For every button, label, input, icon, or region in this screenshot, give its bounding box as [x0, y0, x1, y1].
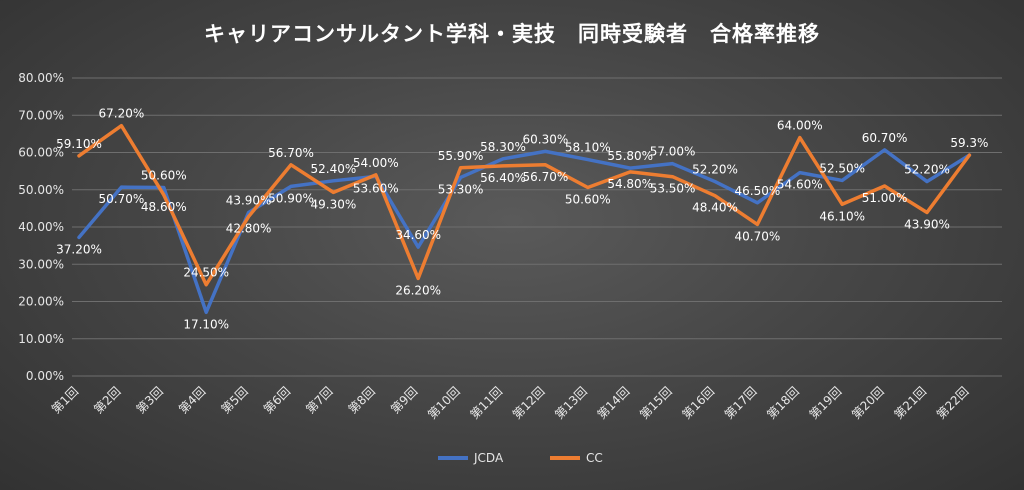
- y-tick-label: 60.00%: [18, 146, 64, 160]
- x-tick-label: 第11回: [467, 384, 505, 422]
- series-line-jcda: [77, 148, 972, 315]
- data-label: 60.30%: [523, 132, 569, 146]
- y-tick-label: 0.00%: [26, 369, 64, 383]
- data-label: 48.60%: [141, 200, 187, 214]
- x-tick-label: 第1回: [49, 384, 81, 416]
- data-label: 60.70%: [862, 131, 908, 145]
- data-label: 48.40%: [692, 201, 738, 215]
- data-label: 54.00%: [353, 156, 399, 170]
- data-label: 56.40%: [480, 171, 526, 185]
- x-tick-label: 第7回: [303, 384, 335, 416]
- data-label: 59.10%: [56, 137, 102, 151]
- data-label: 46.10%: [819, 209, 865, 223]
- data-label: 37.20%: [56, 242, 102, 256]
- x-tick-label: 第2回: [91, 384, 123, 416]
- data-label: 24.50%: [183, 266, 229, 280]
- y-tick-label: 40.00%: [18, 220, 64, 234]
- data-label: 52.20%: [904, 163, 950, 177]
- x-tick-label: 第12回: [510, 384, 548, 422]
- data-label: 34.60%: [395, 228, 441, 242]
- data-label: 43.90%: [904, 217, 950, 231]
- x-tick-label: 第16回: [679, 384, 717, 422]
- data-label: 67.20%: [99, 107, 145, 121]
- data-label: 52.40%: [311, 162, 357, 176]
- data-label: 56.70%: [268, 146, 314, 160]
- data-label: 50.90%: [268, 191, 314, 205]
- data-label: 54.80%: [607, 177, 653, 191]
- data-label: 56.70%: [523, 170, 569, 184]
- x-tick-label: 第10回: [425, 384, 463, 422]
- data-label: 49.30%: [311, 197, 357, 211]
- data-label: 17.10%: [183, 317, 229, 331]
- data-label: 54.60%: [777, 178, 823, 192]
- x-tick-label: 第9回: [388, 384, 420, 416]
- data-label: 53.60%: [353, 181, 399, 195]
- x-tick-label: 第3回: [134, 384, 166, 416]
- y-tick-label: 20.00%: [18, 295, 64, 309]
- series-line-cc: [77, 123, 972, 287]
- data-label: 52.20%: [692, 163, 738, 177]
- y-tick-label: 70.00%: [18, 108, 64, 122]
- x-tick-label: 第13回: [552, 384, 590, 422]
- data-label: 59.3%: [950, 136, 988, 150]
- legend-label: CC: [586, 451, 603, 465]
- data-label: 58.10%: [565, 141, 611, 155]
- data-label: 64.00%: [777, 119, 823, 133]
- x-tick-label: 第14回: [595, 384, 633, 422]
- x-tick-label: 第4回: [176, 384, 208, 416]
- data-label: 40.70%: [735, 229, 781, 243]
- x-tick-label: 第21回: [891, 384, 929, 422]
- data-label: 55.90%: [438, 149, 484, 163]
- data-label: 53.30%: [438, 182, 484, 196]
- data-label: 50.60%: [565, 193, 611, 207]
- data-label: 53.50%: [650, 182, 696, 196]
- y-tick-label: 10.00%: [18, 332, 64, 346]
- data-label: 43.90%: [226, 193, 272, 207]
- data-label: 57.00%: [650, 145, 696, 159]
- x-tick-label: 第6回: [261, 384, 293, 416]
- x-tick-label: 第19回: [807, 384, 845, 422]
- x-tick-label: 第22回: [934, 384, 972, 422]
- data-label: 42.80%: [226, 222, 272, 236]
- data-label: 51.00%: [862, 191, 908, 205]
- data-label: 26.20%: [395, 283, 441, 297]
- x-tick-label: 第8回: [346, 384, 378, 416]
- chart-title: キャリアコンサルタント学科・実技 同時受験者 合格率推移: [204, 22, 820, 46]
- x-tick-label: 第15回: [637, 384, 675, 422]
- x-tick-label: 第5回: [218, 384, 250, 416]
- y-tick-label: 30.00%: [18, 257, 64, 271]
- data-label: 52.50%: [819, 161, 865, 175]
- data-label: 46.50%: [735, 184, 781, 198]
- data-label: 50.60%: [141, 169, 187, 183]
- x-tick-label: 第18回: [764, 384, 802, 422]
- y-tick-label: 80.00%: [18, 71, 64, 85]
- y-tick-label: 50.00%: [18, 183, 64, 197]
- data-label: 55.80%: [607, 149, 653, 163]
- x-tick-label: 第20回: [849, 384, 887, 422]
- data-label: 50.70%: [99, 192, 145, 206]
- legend-label: JCDA: [473, 451, 504, 465]
- x-tick-label: 第17回: [722, 384, 760, 422]
- data-label: 58.30%: [480, 140, 526, 154]
